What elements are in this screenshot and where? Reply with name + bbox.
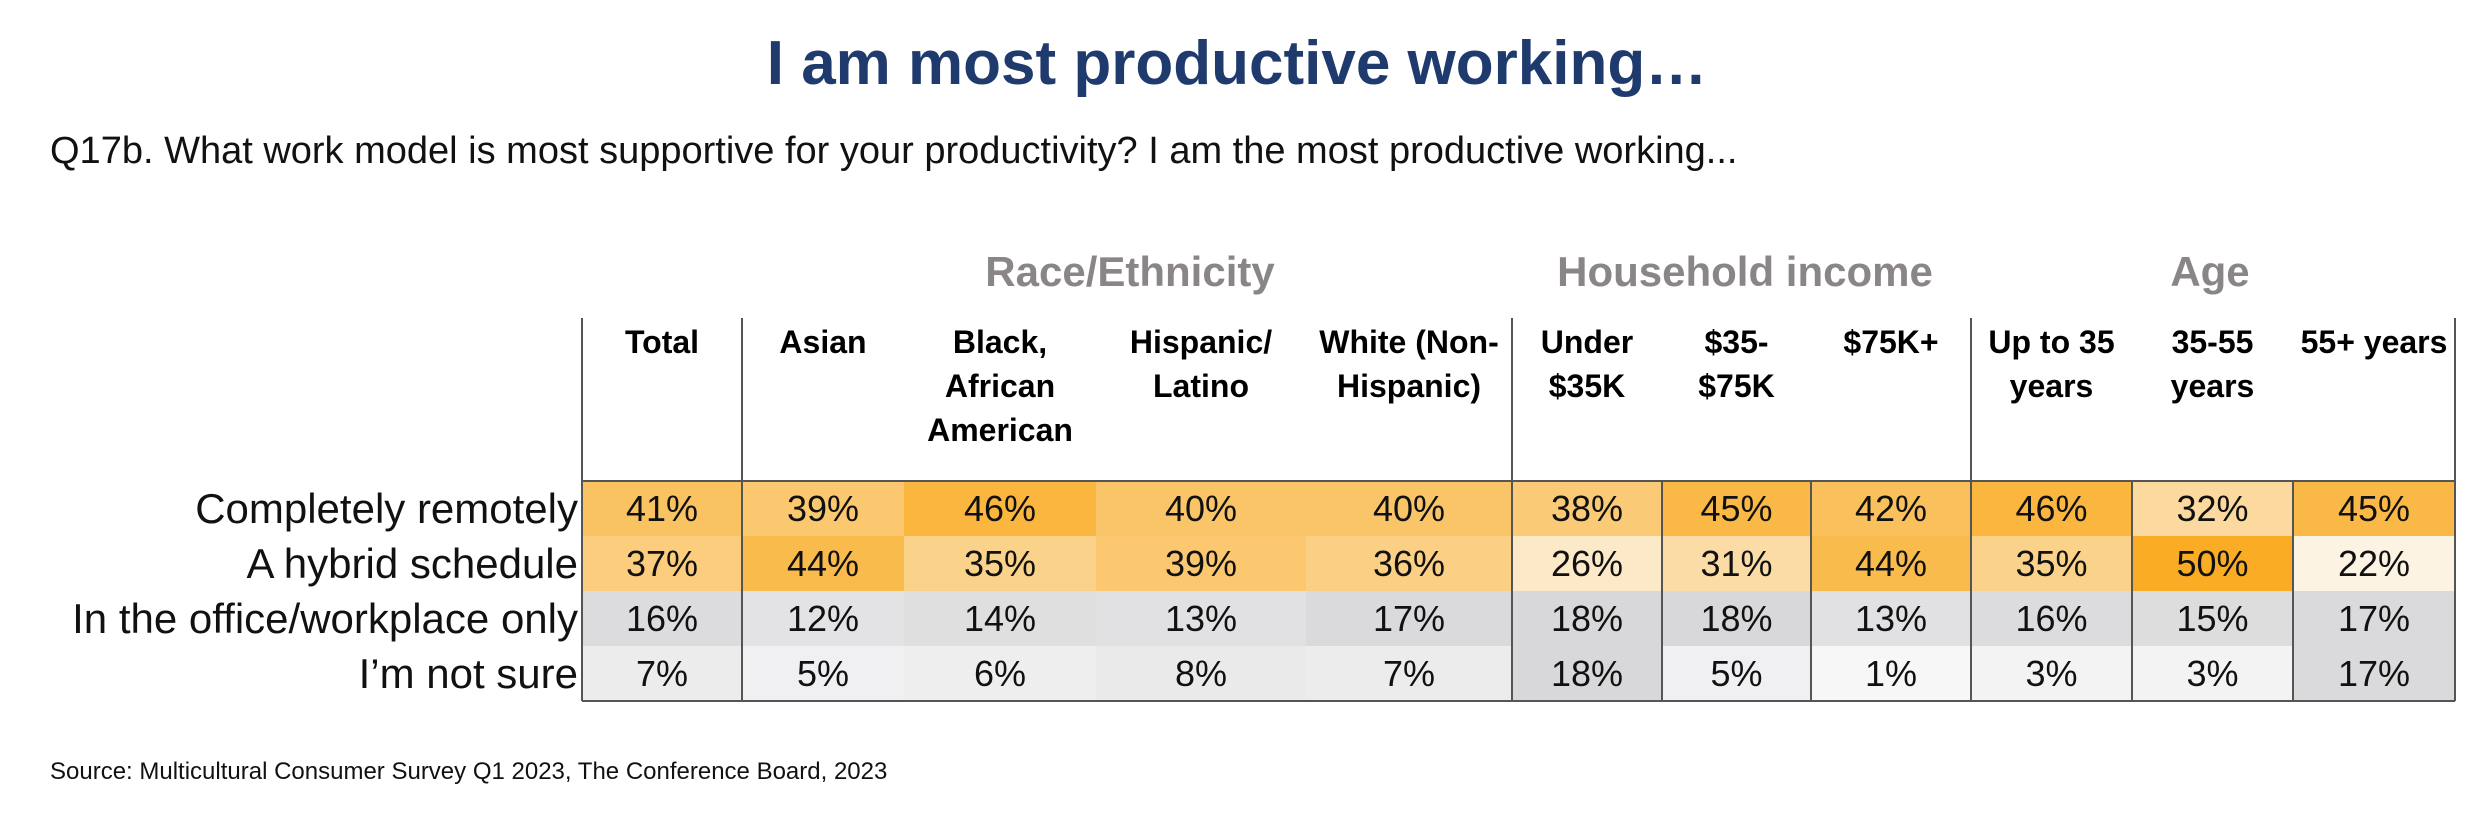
column-header: Hispanic/ Latino [1129, 324, 1273, 404]
heatmap-cell: 32% [2132, 481, 2293, 536]
row-label: A hybrid schedule [246, 540, 578, 587]
heatmap-cell: 44% [742, 536, 904, 591]
column-header: 35-55 years [2170, 324, 2255, 404]
heatmap-cell: 45% [1662, 481, 1811, 536]
column-divider [1511, 318, 1513, 701]
group-header-age: Age [2170, 248, 2250, 295]
heatmap-cell: 42% [1811, 481, 1971, 536]
heatmap-cell: 45% [2293, 481, 2455, 536]
column-header: White (Non- Hispanic) [1319, 324, 1499, 404]
cell-divider [1661, 481, 1663, 701]
heatmap-cell: 17% [1306, 591, 1512, 646]
column-divider [581, 318, 583, 701]
heatmap-cell: 39% [742, 481, 904, 536]
heatmap-cell: 36% [1306, 536, 1512, 591]
heatmap-cell: 41% [582, 481, 742, 536]
heatmap-cell: 6% [904, 646, 1096, 701]
heatmap-cell: 44% [1811, 536, 1971, 591]
column-header: Up to 35 years [1988, 324, 2115, 404]
heatmap-cell: 16% [582, 591, 742, 646]
heatmap-cell: 15% [2132, 591, 2293, 646]
heatmap-cell: 26% [1512, 536, 1662, 591]
heatmap-cell: 7% [1306, 646, 1512, 701]
column-header: $35- $75K [1698, 324, 1775, 404]
heatmap-cell: 38% [1512, 481, 1662, 536]
chart-title: I am most productive working… [766, 29, 1708, 98]
heatmap-cell: 35% [1971, 536, 2132, 591]
cell-divider [2131, 481, 2133, 701]
heatmap-cell: 18% [1512, 646, 1662, 701]
column-divider [741, 318, 743, 701]
heatmap-cell: 13% [1096, 591, 1306, 646]
heatmap-cell: 37% [582, 536, 742, 591]
group-header-income: Household income [1557, 248, 1933, 295]
heatmap-cell: 13% [1811, 591, 1971, 646]
column-header: Asian [779, 324, 867, 360]
column-header: Under $35K [1540, 324, 1634, 404]
table-top-line [582, 480, 2455, 482]
column-header: $75K+ [1843, 324, 1939, 360]
heatmap-cell: 46% [904, 481, 1096, 536]
column-header: 55+ years [2300, 324, 2448, 360]
heatmap-cell: 17% [2293, 646, 2455, 701]
heatmap-cell: 5% [1662, 646, 1811, 701]
source-note: Source: Multicultural Consumer Survey Q1… [50, 758, 888, 785]
heatmap-cell: 16% [1971, 591, 2132, 646]
column-header: Total [624, 324, 700, 360]
table-bottom-line [582, 700, 2455, 702]
heatmap-cell: 39% [1096, 536, 1306, 591]
heatmap-cell: 18% [1662, 591, 1811, 646]
heatmap-cell: 14% [904, 591, 1096, 646]
heatmap-cell: 3% [2132, 646, 2293, 701]
heatmap-cell: 12% [742, 591, 904, 646]
heatmap-cell: 50% [2132, 536, 2293, 591]
heatmap-cell: 1% [1811, 646, 1971, 701]
row-label: Completely remotely [195, 485, 578, 532]
heatmap-cell: 40% [1096, 481, 1306, 536]
column-divider [1970, 318, 1972, 701]
heatmap-cell: 40% [1306, 481, 1512, 536]
heatmap-cell: 17% [2293, 591, 2455, 646]
heatmap-cell: 5% [742, 646, 904, 701]
row-label: I’m not sure [358, 650, 578, 697]
heatmap-cell: 8% [1096, 646, 1306, 701]
column-divider [2454, 318, 2456, 701]
heatmap-cell: 7% [582, 646, 742, 701]
heatmap-cell: 35% [904, 536, 1096, 591]
cell-divider [2292, 481, 2294, 701]
heatmap-cell: 3% [1971, 646, 2132, 701]
group-header-race: Race/Ethnicity [985, 248, 1275, 295]
cell-divider [1810, 481, 1812, 701]
heatmap-cell: 18% [1512, 591, 1662, 646]
heatmap-cell: 31% [1662, 536, 1811, 591]
row-label: In the office/workplace only [72, 595, 578, 642]
question-subtitle: Q17b. What work model is most supportive… [50, 130, 1738, 172]
column-header: Black, African American [927, 324, 1073, 448]
heatmap-cell: 22% [2293, 536, 2455, 591]
heatmap-cell: 46% [1971, 481, 2132, 536]
